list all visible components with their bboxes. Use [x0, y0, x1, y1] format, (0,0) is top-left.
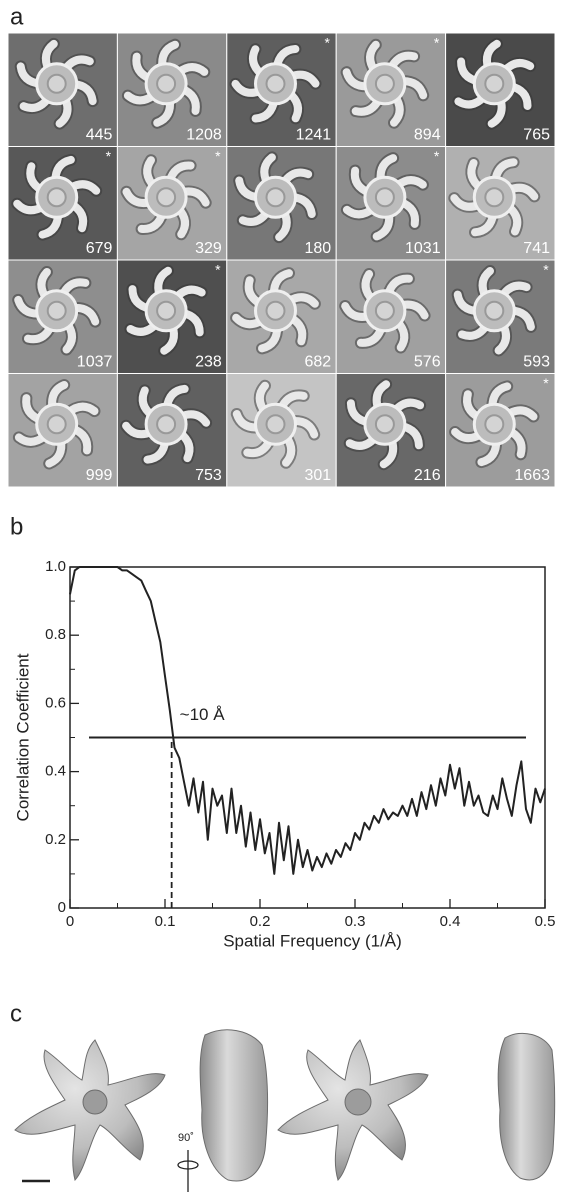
panel-label: b [10, 513, 23, 540]
class-average: 894 * [335, 32, 447, 147]
core [484, 73, 505, 94]
particle-count: 445 [86, 127, 113, 144]
selection-mark: * [106, 148, 112, 164]
class-average: 238 * [116, 259, 228, 374]
selection-mark: * [215, 262, 221, 278]
x-tick-label: 0.4 [440, 913, 461, 930]
y-tick-label: 1.0 [45, 558, 66, 575]
particle-count: 894 [414, 127, 441, 144]
y-tick-label: 0.8 [45, 626, 66, 643]
class-average: 445 [7, 32, 118, 147]
rotation-arrow [177, 1150, 199, 1192]
selection-mark: * [543, 262, 549, 278]
y-tick-label: 0.4 [45, 763, 66, 780]
class-average: 1663 * [445, 373, 556, 488]
selection-mark: * [215, 148, 221, 164]
core [374, 300, 395, 321]
x-tick-label: 0.2 [250, 913, 271, 930]
particle-count: 1208 [186, 127, 222, 144]
core [156, 300, 177, 321]
selection-mark: * [324, 35, 330, 51]
class-average: 576 [335, 259, 447, 374]
class-average: 301 [226, 373, 337, 488]
core [46, 73, 67, 94]
class-average: 1208 [116, 32, 228, 147]
class-average: 1241 * [226, 32, 337, 147]
class-average: 216 [335, 373, 447, 488]
core [484, 300, 505, 321]
core [156, 187, 177, 208]
core [156, 414, 177, 435]
particle-count: 1031 [405, 240, 441, 257]
selection-mark: * [434, 148, 440, 164]
map-renderings: 90˚ [14, 1029, 556, 1192]
core [265, 73, 286, 94]
y-tick-label: 0.2 [45, 831, 66, 848]
particle-count: 593 [523, 354, 550, 371]
particle-count: 238 [195, 354, 222, 371]
core [156, 73, 177, 94]
selection-mark: * [543, 375, 549, 391]
class-average-grid: 445 1208 1241 * 894 * 765 679 * 329 * 180 1031 * 741 10… [7, 32, 556, 488]
particle-count: 679 [86, 240, 113, 257]
core [265, 300, 286, 321]
particle-count: 753 [195, 467, 222, 484]
fsc-chart: 0 0.2 0.4 0.6 0.8 1.0 0 0.1 0.2 0.3 0.4 0.5 Spatial … [13, 558, 555, 951]
annotation: ~10 Å [180, 705, 226, 724]
particle-count: 1663 [514, 467, 550, 484]
y-axis-title: Correlation Coefficient [13, 653, 32, 821]
particle-count: 576 [414, 354, 441, 371]
core [46, 187, 67, 208]
core [374, 414, 395, 435]
core [46, 300, 67, 321]
class-average: 679 * [7, 146, 118, 261]
core [265, 187, 286, 208]
panel-label: c [10, 1000, 22, 1027]
particle-count: 216 [414, 467, 441, 484]
class-average: 593 * [445, 259, 556, 374]
particle-count: 1037 [77, 354, 113, 371]
particle-count: 301 [304, 467, 331, 484]
class-average: 999 [7, 373, 118, 488]
class-average: 753 [116, 373, 228, 488]
y-tick-label: 0 [58, 899, 66, 916]
core [374, 73, 395, 94]
class-average: 180 [226, 146, 337, 261]
particle-count: 682 [304, 354, 331, 371]
x-tick-label: 0.3 [345, 913, 366, 930]
panel-label: a [10, 3, 24, 30]
top-view [14, 1039, 166, 1181]
core [484, 414, 505, 435]
class-average: 1031 * [335, 146, 447, 261]
x-tick-label: 0.5 [535, 913, 556, 930]
particle-count: 1241 [296, 127, 332, 144]
class-average: 741 [445, 146, 556, 261]
particle-count: 329 [195, 240, 222, 257]
side-view [199, 1029, 269, 1182]
class-average: 765 [445, 32, 556, 147]
class-average: 329 * [116, 146, 228, 261]
class-average: 1037 [7, 259, 118, 374]
x-tick-label: 0.1 [155, 913, 176, 930]
x-tick-label: 0 [66, 913, 74, 930]
particle-count: 180 [304, 240, 331, 257]
class-average: 682 [226, 259, 337, 374]
core [265, 414, 286, 435]
particle-count: 999 [86, 467, 113, 484]
top-view [277, 1039, 429, 1181]
core [46, 414, 67, 435]
fsc-curve [69, 566, 546, 875]
selection-mark: * [434, 35, 440, 51]
side-view [497, 1032, 556, 1181]
core [484, 187, 505, 208]
x-axis-title: Spatial Frequency (1/Å) [223, 931, 402, 950]
particle-count: 765 [523, 127, 550, 144]
y-tick-label: 0.6 [45, 694, 66, 711]
particle-count: 741 [523, 240, 550, 257]
core [374, 187, 395, 208]
rotation-label: 90˚ [178, 1132, 194, 1144]
